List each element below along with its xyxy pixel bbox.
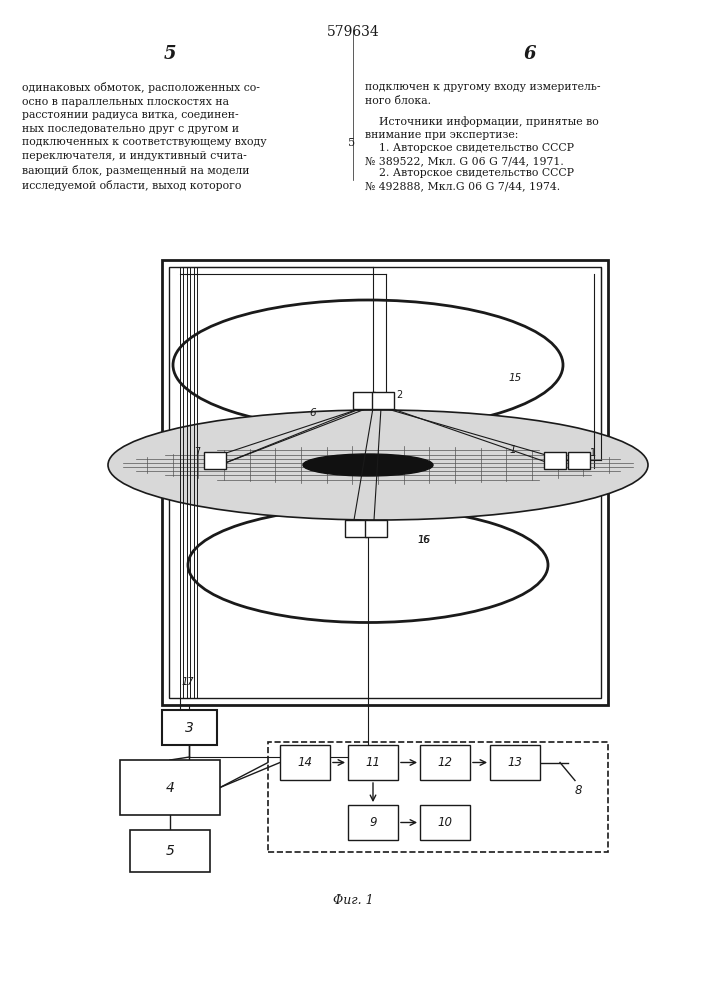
Text: 2: 2 [396,390,402,400]
Text: 5: 5 [165,844,175,858]
Text: 5: 5 [349,138,356,148]
Text: 8: 8 [575,784,583,798]
Bar [568,452,590,468]
Text: 1. Авторское свидетельство СССР
№ 389522, Мкл. G 06 G 7/44, 1971.: 1. Авторское свидетельство СССР № 389522… [365,143,574,167]
Text: подключен к другому входу измеритель-
ного блока.: подключен к другому входу измеритель- но… [365,82,600,106]
Bar [544,452,566,468]
Bar [120,760,220,815]
Text: 6: 6 [310,408,316,418]
Bar [162,710,217,745]
Text: 16: 16 [418,535,431,545]
Text: 5: 5 [164,45,176,63]
Bar [348,805,398,840]
Text: 11: 11 [366,756,380,769]
Bar [162,260,608,705]
Text: 16: 16 [418,535,431,545]
Bar [420,745,470,780]
Ellipse shape [108,410,648,520]
Ellipse shape [303,454,433,476]
Bar [348,745,398,780]
Bar [268,742,608,852]
Text: 13: 13 [508,756,522,769]
Bar [345,520,367,536]
Text: 6: 6 [524,45,536,63]
Text: 1: 1 [510,445,517,455]
Text: 14: 14 [298,756,312,769]
Text: 2. Авторское свидетельство СССР
№ 492888, Мкл.G 06 G 7/44, 1974.: 2. Авторское свидетельство СССР № 492888… [365,168,574,192]
Text: 4: 4 [165,780,175,794]
Text: Φиг. 1: Φиг. 1 [333,894,373,906]
Bar [372,391,394,408]
Text: 15: 15 [509,373,522,383]
Text: 17: 17 [182,677,194,687]
Text: одинаковых обмоток, расположенных со-
осно в параллельных плоскостях на
расстоян: одинаковых обмоток, расположенных со- ос… [22,82,267,191]
Text: 9: 9 [369,816,377,829]
Bar [365,520,387,536]
Text: Источники информации, принятые во
внимание при экспертизе:: Источники информации, принятые во вниман… [365,116,599,140]
Text: 7: 7 [194,447,200,457]
Bar [353,391,375,408]
Bar [490,745,540,780]
Bar [169,267,601,698]
Bar [204,452,226,468]
Text: 1: 1 [590,448,596,458]
Text: 3: 3 [185,720,194,734]
Bar [280,745,330,780]
Bar [420,805,470,840]
Bar [130,830,210,872]
Text: 579634: 579634 [327,25,380,39]
Text: 12: 12 [438,756,452,769]
Text: 10: 10 [438,816,452,829]
